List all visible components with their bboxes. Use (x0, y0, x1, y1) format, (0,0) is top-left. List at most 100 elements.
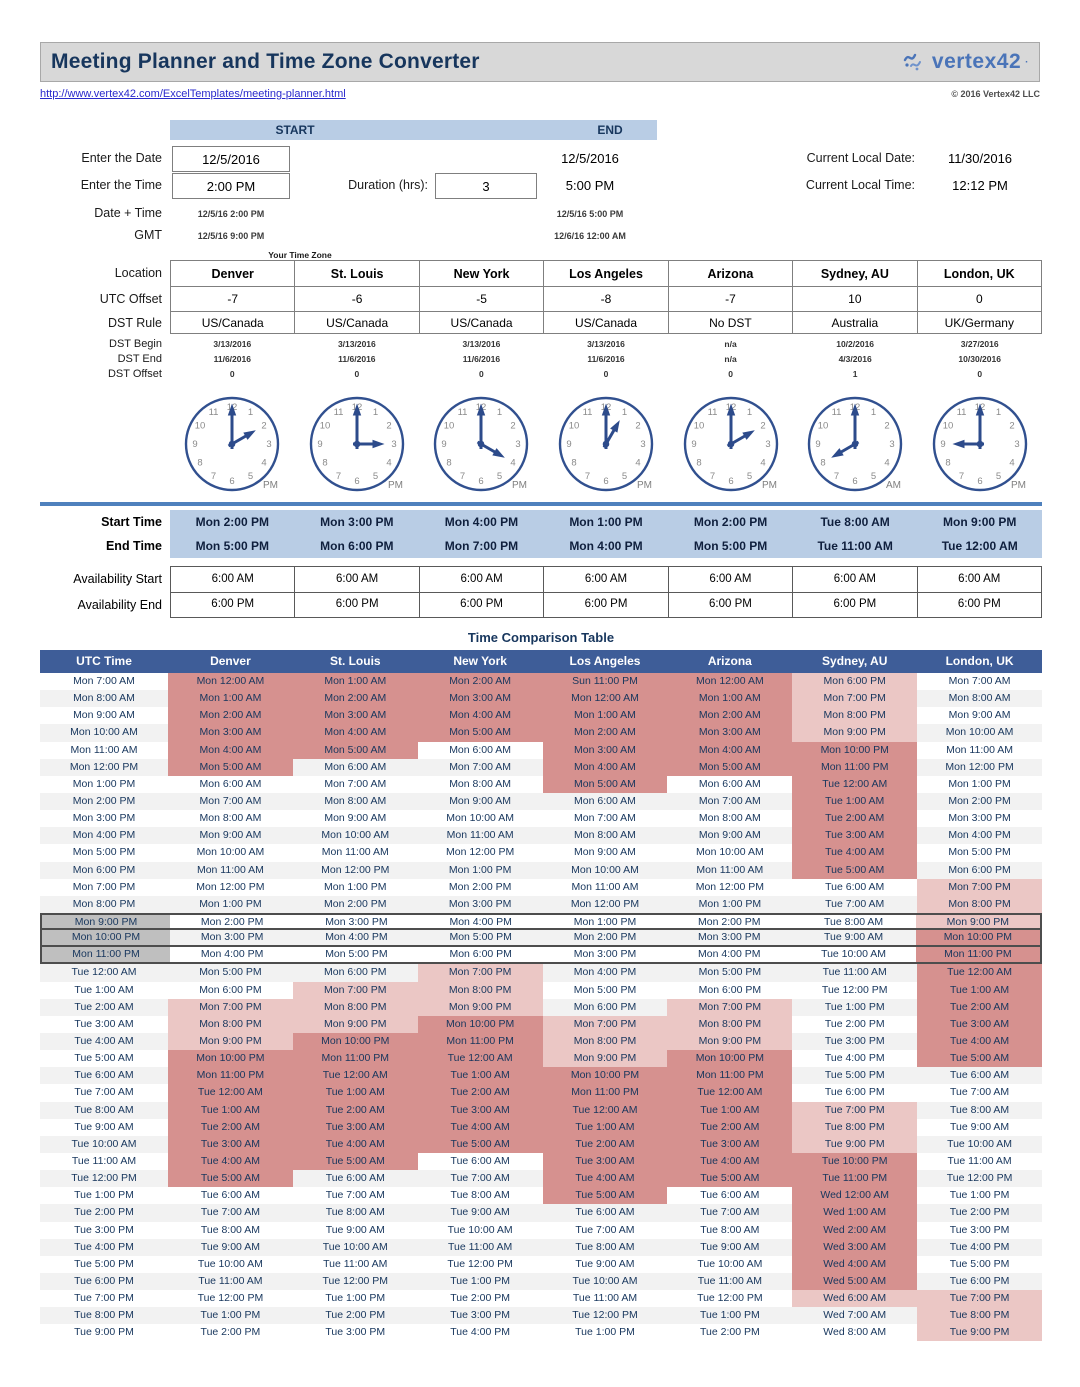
local-time-cell: Tue 1:00 AM (292, 1084, 418, 1102)
avail-end-cell[interactable]: 6:00 PM (668, 592, 794, 618)
local-time-cell: Tue 6:00 AM (450, 1154, 510, 1167)
avail-end-cell[interactable]: 6:00 PM (295, 592, 420, 618)
start-date-input[interactable]: 12/5/2016 (172, 146, 290, 172)
svg-text:9: 9 (940, 439, 945, 450)
local-time-cell: Tue 6:00 AM (917, 1067, 1042, 1085)
svg-text:10: 10 (818, 421, 829, 432)
local-time-cell: Tue 5:00 AM (292, 1152, 418, 1171)
meeting-controls: START END Enter the Date 12/5/2016 12/5/… (40, 120, 1042, 260)
local-time-cell: Mon 9:00 PM (292, 1015, 418, 1033)
local-time-cell: Tue 3:00 PM (949, 1223, 1010, 1236)
end-datetime-value: 12/5/16 5:00 PM (556, 209, 624, 219)
local-time-cell: Mon 10:00 AM (196, 846, 265, 859)
local-time-cell: Mon 4:00 PM (294, 930, 419, 946)
duration-input[interactable]: 3 (435, 173, 537, 199)
local-time-cell: Mon 12:00 PM (695, 880, 764, 893)
current-local-time-value: 12:12 PM (952, 178, 1008, 193)
local-time-cell: Mon 10:00 AM (917, 724, 1042, 742)
svg-text:PM: PM (637, 480, 652, 491)
svg-text:6: 6 (852, 476, 857, 487)
dst-rule-row: DST Rule US/Canada US/Canada US/Canada US/C… (40, 312, 1042, 334)
local-time-cell: Mon 8:00 AM (698, 812, 761, 825)
avail-start-cell[interactable]: 6:00 AM (419, 567, 545, 593)
zone-dst_offset-cell: 0 (977, 369, 983, 379)
avail-start-cell[interactable]: 6:00 AM (793, 567, 918, 593)
svg-text:6: 6 (728, 476, 733, 487)
svg-text:5: 5 (871, 471, 876, 482)
comparison-row: Mon 8:00 PM Mon 1:00 PM Mon 2:00 PM Mon 3:0… (40, 895, 1042, 913)
svg-text:11: 11 (333, 407, 343, 418)
svg-text:9: 9 (566, 439, 571, 450)
local-time-cell: Tue 12:00 PM (821, 983, 888, 996)
local-time-cell: Tue 8:00 PM (917, 1307, 1042, 1325)
local-time-cell: Mon 1:00 PM (168, 895, 293, 913)
local-time-cell: Tue 8:00 AM (917, 1101, 1042, 1119)
availability-end-label: Availability End (77, 598, 162, 612)
local-time-cell: Tue 4:00 AM (168, 1152, 293, 1171)
comparison-row: Mon 8:00 AM Mon 1:00 AM Mon 2:00 AM Mon 3:0… (40, 690, 1042, 708)
zone-dst_end-cell: 10/30/2016 (958, 354, 1001, 364)
local-time-cell: Mon 10:00 AM (292, 827, 418, 845)
svg-text:PM: PM (388, 480, 403, 491)
svg-text:10: 10 (569, 421, 580, 432)
local-time-cell: Mon 5:00 PM (325, 948, 388, 961)
svg-text:1: 1 (871, 407, 876, 418)
local-time-cell: Mon 11:00 PM (667, 1067, 793, 1085)
local-time-cell: Tue 10:00 AM (197, 1257, 263, 1270)
local-time-cell: Tue 4:00 PM (917, 1238, 1042, 1256)
template-url-link[interactable]: http://www.vertex42.com/ExcelTemplates/m… (40, 88, 346, 100)
local-time-cell: Tue 4:00 AM (542, 1170, 668, 1188)
end-time-cell: Tue 12:00 AM (941, 539, 1018, 553)
local-time-cell: Tue 12:00 AM (417, 1050, 543, 1068)
local-time-cell: Tue 3:00 AM (667, 1135, 793, 1153)
start-datetime-value: 12/5/16 2:00 PM (197, 209, 265, 219)
end-time-cell: Mon 5:00 PM (693, 539, 768, 553)
local-time-cell: Mon 12:00 AM (667, 673, 793, 691)
avail-end-cell[interactable]: 6:00 PM (917, 592, 1042, 618)
avail-end-cell[interactable]: 6:00 PM (793, 592, 918, 618)
avail-start-cell[interactable]: 6:00 AM (917, 567, 1042, 593)
local-time-cell: Mon 2:00 PM (917, 792, 1042, 811)
avail-end-cell[interactable]: 6:00 PM (171, 592, 296, 618)
comparison-row: Tue 2:00 PM Tue 7:00 AM Tue 8:00 AM Tue 9:0… (40, 1204, 1042, 1222)
local-time-cell: Sun 11:00 PM (542, 673, 668, 691)
comparison-row: Tue 1:00 PM Tue 6:00 AM Tue 7:00 AM Tue 8:0… (40, 1187, 1042, 1205)
local-time-cell: Mon 12:00 PM (196, 880, 265, 893)
svg-text:7: 7 (585, 471, 590, 482)
local-time-cell: Tue 2:00 PM (450, 1292, 510, 1305)
utc-time-cell: Tue 8:00 PM (40, 1307, 168, 1325)
local-time-cell: Tue 9:00 AM (575, 1257, 635, 1270)
svg-text:11: 11 (209, 407, 219, 418)
local-time-cell: Tue 2:00 PM (292, 1307, 418, 1325)
comparison-column-header: Los Angeles (569, 654, 641, 668)
zone-dst_end-cell: 11/6/2016 (213, 354, 251, 364)
utc-time-cell: Tue 5:00 AM (74, 1052, 134, 1065)
local-time-cell: Tue 1:00 AM (917, 981, 1042, 999)
comparison-row: Mon 1:00 PM Mon 6:00 AM Mon 7:00 AM Mon 8:0… (40, 775, 1042, 793)
local-time-cell: Mon 7:00 PM (292, 981, 418, 999)
avail-end-cell[interactable]: 6:00 PM (544, 592, 669, 618)
avail-start-cell[interactable]: 6:00 AM (668, 567, 794, 593)
start-time-input[interactable]: 2:00 PM (172, 173, 290, 199)
utc-time-cell: Mon 5:00 PM (72, 846, 136, 859)
avail-end-cell[interactable]: 6:00 PM (419, 592, 545, 618)
local-time-cell: Mon 6:00 PM (698, 983, 762, 996)
local-time-cell: Wed 4:00 AM (792, 1255, 918, 1273)
zone-utc_offset-cell: -7 (171, 287, 296, 312)
dst-end-label: DST End (117, 353, 162, 365)
avail-start-cell[interactable]: 6:00 AM (295, 567, 420, 593)
analog-clock-icon: 123456789101112 AM (793, 394, 918, 496)
zone-dst_rule-cell: US/Canada (295, 312, 420, 334)
avail-start-cell[interactable]: 6:00 AM (171, 567, 296, 593)
local-time-cell: Tue 3:00 AM (292, 1118, 418, 1136)
local-time-cell: Tue 9:00 AM (791, 930, 916, 946)
local-time-cell: Mon 1:00 PM (417, 861, 543, 879)
end-time-cell: Tue 11:00 AM (817, 539, 893, 553)
local-time-cell: Mon 4:00 AM (168, 741, 293, 759)
comparison-row: Tue 12:00 PM Tue 5:00 AM Tue 6:00 AM Tue 7:… (40, 1170, 1042, 1188)
avail-start-cell[interactable]: 6:00 AM (544, 567, 669, 593)
section-divider (40, 502, 1042, 506)
svg-text:9: 9 (815, 439, 820, 450)
utc-time-cell: Tue 1:00 PM (74, 1189, 134, 1202)
local-time-cell: Mon 4:00 AM (542, 758, 668, 776)
